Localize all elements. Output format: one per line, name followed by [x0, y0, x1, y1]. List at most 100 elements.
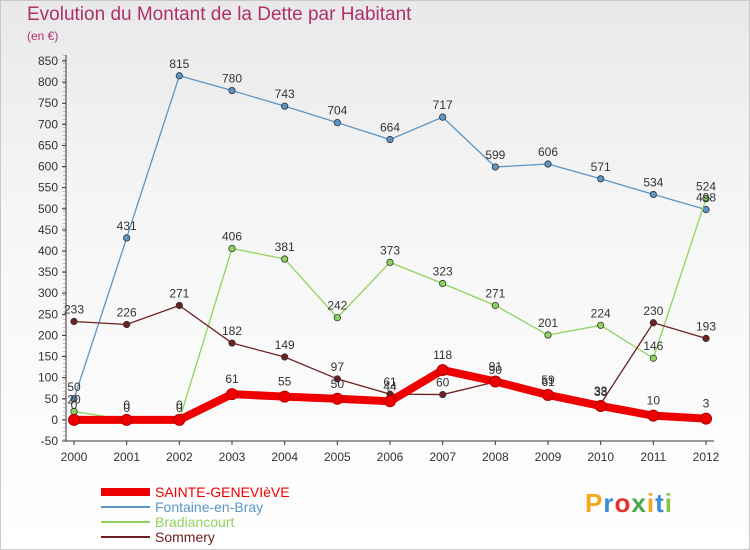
data-point-0: [120, 413, 133, 426]
data-label-2: 271: [485, 286, 505, 300]
data-point-3: [702, 334, 710, 342]
data-point-0: [331, 392, 344, 405]
logo-letter: i: [646, 488, 656, 518]
data-label-1: 743: [275, 87, 295, 101]
data-point-1: [386, 135, 394, 144]
data-point-2: [228, 244, 236, 253]
data-point-1: [123, 234, 131, 242]
data-point-1: [333, 119, 341, 127]
data-label-3: 233: [64, 303, 84, 317]
data-point-1: [491, 163, 499, 171]
data-point-2: [649, 354, 657, 362]
y-tick-label: 800: [38, 75, 58, 89]
data-point-1: [597, 175, 605, 183]
data-label-0: 118: [433, 348, 452, 362]
data-point-0: [647, 409, 660, 422]
data-point-0: [594, 399, 607, 412]
y-tick-label: 300: [38, 286, 58, 300]
data-label-3: 230: [643, 304, 663, 318]
data-label-0: 33: [594, 384, 608, 398]
data-label-1: 599: [485, 148, 505, 162]
x-tick-label: 2010: [587, 450, 614, 464]
data-label-3: 193: [696, 319, 716, 333]
data-label-3: 61: [541, 375, 555, 389]
y-tick-label: 600: [38, 160, 58, 174]
data-point-2: [439, 279, 447, 288]
legend-label-0: SAINTE-GENEVIèVE: [155, 484, 290, 500]
x-tick-label: 2000: [61, 450, 88, 464]
data-point-2: [386, 258, 394, 266]
data-label-3: 182: [222, 324, 242, 338]
chart-title: Evolution du Montant de la Dette par Hab…: [27, 4, 412, 25]
data-point-0: [542, 388, 554, 401]
data-label-2: 201: [538, 316, 558, 330]
data-label-2: 224: [591, 306, 611, 320]
data-point-0: [700, 412, 712, 425]
data-label-3: 90: [489, 363, 503, 377]
chart-unit-label: (en €): [27, 29, 59, 43]
x-tick-label: 2009: [535, 450, 562, 464]
data-label-2: 0: [176, 401, 183, 415]
data-label-0: 0: [71, 398, 78, 412]
data-label-2: 524: [696, 180, 716, 194]
logo-letter: x: [631, 488, 647, 518]
data-label-1: 431: [117, 219, 137, 233]
data-label-3: 38: [594, 385, 608, 399]
data-point-3: [281, 353, 289, 361]
data-label-1: 571: [591, 160, 611, 174]
data-point-2: [333, 314, 341, 322]
logo-letter: P: [585, 488, 604, 518]
axes: -500501001502002503003504004505005506006…: [38, 54, 720, 464]
x-tick-label: 2003: [219, 450, 246, 464]
data-label-0: 3: [703, 397, 710, 411]
legend-label-2: Bradiancourt: [155, 514, 234, 530]
data-label-0: 50: [331, 377, 345, 391]
logo-letter: i: [664, 488, 673, 518]
data-point-0: [489, 375, 502, 388]
data-point-2: [597, 321, 605, 329]
data-point-1: [544, 160, 552, 168]
data-point-0: [278, 390, 291, 403]
data-point-3: [70, 317, 78, 326]
data-label-3: 61: [383, 375, 397, 389]
data-label-3: 271: [169, 286, 189, 300]
data-label-1: 780: [222, 72, 242, 86]
data-label-3: 60: [436, 376, 450, 390]
data-label-2: 381: [275, 240, 295, 254]
data-point-2: [702, 195, 710, 203]
x-tick-label: 2004: [271, 450, 298, 464]
data-point-1: [439, 113, 447, 121]
data-label-3: 149: [275, 338, 295, 352]
y-tick-label: 500: [38, 202, 58, 216]
x-tick-label: 2008: [482, 450, 509, 464]
y-tick-label: 400: [38, 244, 58, 258]
data-label-0: 0: [123, 398, 130, 412]
y-tick-label: 50: [45, 392, 59, 406]
data-point-3: [649, 319, 657, 327]
x-tick-label: 2002: [166, 450, 193, 464]
data-point-1: [281, 102, 289, 110]
data-label-0: 55: [278, 375, 292, 389]
data-point-0: [436, 364, 449, 377]
logo-letter: o: [614, 488, 632, 518]
y-tick-label: 850: [38, 54, 58, 68]
data-label-2: 0: [123, 401, 130, 415]
data-labels: 50 431 815 780 743 704 664 717 599 606 571 534 498 20…: [64, 57, 716, 415]
x-tick-label: 2007: [429, 450, 456, 464]
data-label-1: 606: [538, 145, 558, 159]
x-tick-label: 2011: [640, 450, 666, 464]
series-layer: [68, 72, 712, 426]
data-point-3: [333, 375, 341, 383]
data-point-0: [68, 413, 80, 426]
data-label-2: 323: [433, 265, 453, 279]
logo-letter: r: [603, 488, 615, 518]
data-label-2: 406: [222, 229, 242, 243]
data-label-1: 717: [433, 98, 453, 112]
data-point-1: [70, 395, 78, 403]
data-label-3: 226: [117, 305, 137, 319]
data-label-3: 97: [331, 360, 345, 374]
y-tick-label: 100: [38, 371, 58, 385]
data-point-0: [384, 395, 396, 408]
x-tick-label: 2012: [693, 450, 720, 464]
y-tick-label: 650: [38, 138, 58, 152]
